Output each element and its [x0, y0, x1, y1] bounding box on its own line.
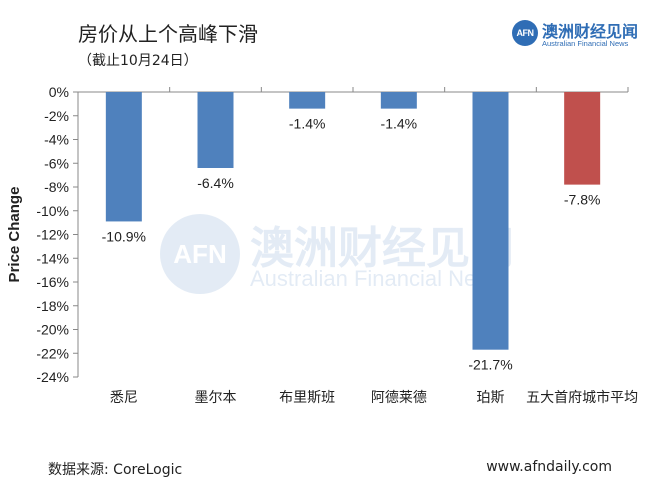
bar: [105, 92, 142, 222]
y-axis-title: Price Change: [6, 187, 23, 283]
y-tick-label: -14%: [36, 250, 69, 266]
bar: [564, 92, 601, 185]
chart-title: 房价从上个高峰下滑: [78, 22, 258, 46]
y-tick-label: -18%: [36, 298, 69, 314]
y-tick-label: -10%: [36, 203, 69, 219]
data-source: 数据来源: CoreLogic: [48, 462, 183, 478]
y-tick-label: -20%: [36, 322, 69, 338]
x-tick-label: 墨尔本: [195, 390, 237, 406]
y-tick-label: -16%: [36, 274, 69, 290]
afn-logo-name-cn: 澳洲财经见闻: [542, 22, 639, 41]
y-tick-label: -6%: [44, 155, 69, 171]
y-tick-label: -8%: [44, 179, 69, 195]
chart-subtitle: （截止10月24日）: [78, 53, 198, 69]
bar: [197, 92, 234, 168]
data-label: -21.7%: [468, 357, 512, 373]
y-tick-label: -24%: [36, 369, 69, 385]
bar: [472, 92, 509, 350]
data-label: -10.9%: [102, 228, 146, 244]
y-tick-label: -22%: [36, 345, 69, 361]
x-tick-label: 悉尼: [110, 390, 138, 406]
x-tick-label: 珀斯: [477, 390, 505, 406]
website-link[interactable]: www.afndaily.com: [486, 459, 612, 475]
x-tick-label: 五大首府城市平均: [526, 389, 638, 406]
y-tick-label: -2%: [44, 108, 69, 124]
y-tick-label: -4%: [44, 132, 69, 148]
bar: [380, 92, 417, 109]
y-tick-label: 0%: [49, 84, 69, 100]
data-label: -6.4%: [197, 175, 234, 191]
bar: [289, 92, 326, 109]
data-label: -1.4%: [289, 116, 326, 132]
data-label: -7.8%: [564, 192, 601, 208]
x-tick-label: 布里斯班: [279, 390, 335, 406]
afn-logo-mark: AFN: [512, 20, 538, 46]
afn-logo-name-en: Australian Financial News: [542, 39, 629, 48]
afn-logo: AFN 澳洲财经见闻 Australian Financial News: [512, 18, 644, 50]
y-tick-label: -12%: [36, 227, 69, 243]
x-tick-label: 阿德莱德: [371, 390, 427, 406]
data-label: -1.4%: [381, 116, 418, 132]
